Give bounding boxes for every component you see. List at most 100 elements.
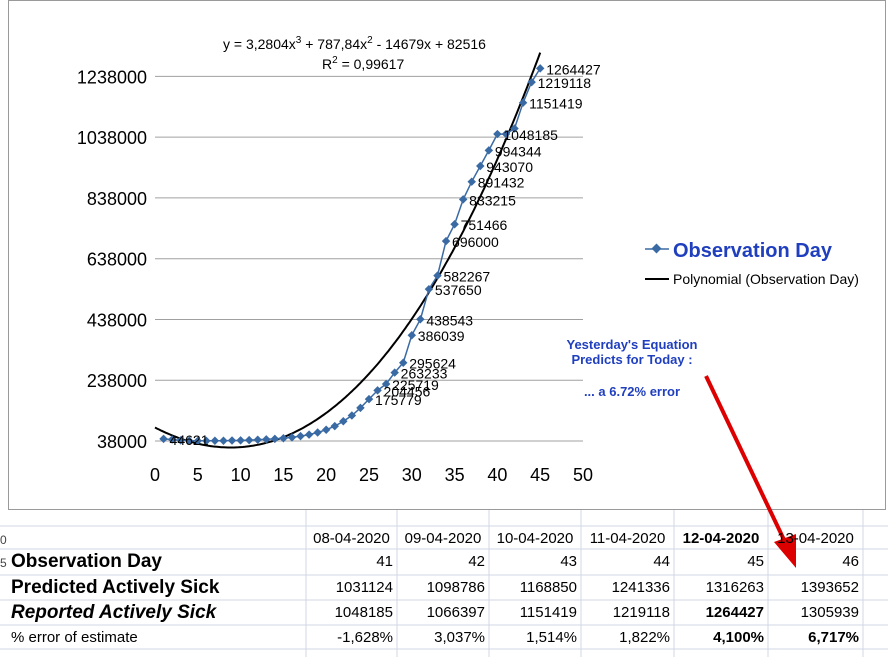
- row-marker: 5: [0, 556, 7, 570]
- table-cell[interactable]: 1098786: [426, 579, 485, 596]
- date-cell[interactable]: 12-04-2020: [682, 530, 760, 547]
- data-point: [184, 436, 194, 445]
- data-label: 891432: [478, 175, 525, 191]
- y-tick-label: 838000: [87, 189, 147, 209]
- data-point: [279, 434, 288, 443]
- data-point: [270, 434, 280, 444]
- data-point: [202, 436, 211, 446]
- data-label: 696000: [452, 234, 499, 250]
- date-cell[interactable]: 13-04-2020: [777, 530, 854, 547]
- legend: Observation Day Polynomial (Observation …: [645, 240, 859, 287]
- annotation: Yesterday's Equation Predicts for Today …: [567, 337, 698, 399]
- date-cell[interactable]: 11-04-2020: [589, 530, 666, 547]
- table-cell[interactable]: 1305939: [800, 604, 859, 621]
- data-point: [373, 386, 382, 395]
- table-row: Observation Day 41 42 43 44 45 46: [0, 549, 888, 575]
- data-label: 751466: [461, 217, 508, 233]
- y-tick-label: 438000: [87, 310, 147, 330]
- data-label: 204456: [384, 383, 431, 399]
- data-point: [339, 417, 348, 426]
- data-label: 537650: [435, 282, 482, 298]
- table-cell[interactable]: 3,037%: [434, 629, 485, 646]
- x-axis-ticks: 0 5 10 15 20 25 30 35 40 45 50: [150, 465, 593, 485]
- x-tick-label: 45: [530, 465, 550, 485]
- y-tick-label: 38000: [97, 432, 147, 452]
- table-cell[interactable]: 45: [747, 553, 764, 570]
- data-point: [313, 428, 322, 437]
- table-cell[interactable]: 42: [468, 553, 485, 570]
- r-squared: R2 = 0,99617: [322, 55, 404, 72]
- row-label[interactable]: Observation Day: [11, 551, 162, 572]
- data-label: 175779: [375, 392, 422, 408]
- data-label: 225719: [392, 377, 439, 393]
- data-label: 263233: [401, 366, 448, 382]
- data-point: [476, 161, 485, 171]
- table-cell[interactable]: 1,514%: [526, 629, 577, 646]
- row-label[interactable]: % error of estimate: [11, 629, 138, 646]
- data-point: [296, 431, 305, 441]
- data-point: [424, 284, 434, 294]
- table-cell[interactable]: 1264427: [705, 604, 764, 621]
- annotation-line1: Yesterday's Equation: [567, 337, 698, 352]
- table-cell[interactable]: 1,822%: [619, 629, 670, 646]
- table-cell[interactable]: 1168850: [519, 579, 577, 596]
- data-label: 1264427: [546, 61, 601, 77]
- data-label: 1151419: [529, 96, 583, 112]
- data-point: [441, 236, 451, 246]
- series-observation-day: [159, 64, 545, 446]
- y-tick-label: 238000: [87, 371, 147, 391]
- y-axis-ticks: 38000 238000 438000 638000 838000 1038000 1238…: [77, 67, 147, 452]
- scatter-chart: 38000 238000 438000 638000 838000 1038000 1238…: [77, 35, 859, 485]
- table-cell[interactable]: 1393652: [800, 579, 859, 596]
- date-cell[interactable]: 08-04-2020: [313, 530, 390, 547]
- table-cell[interactable]: 1031124: [335, 579, 393, 596]
- table-row: Predicted Actively Sick 1031124 1098786 …: [0, 575, 888, 601]
- table-cell[interactable]: 1151419: [519, 604, 577, 621]
- data-label: 1048185: [503, 127, 558, 143]
- data-point: [381, 379, 391, 389]
- data-point: [450, 219, 459, 229]
- data-point: [501, 129, 511, 139]
- table-cell[interactable]: 1048185: [334, 604, 393, 621]
- annotation-line2: Predicts for Today :: [571, 352, 692, 367]
- data-point: [510, 124, 519, 133]
- table-cell[interactable]: 41: [376, 553, 393, 570]
- data-point: [433, 271, 442, 280]
- x-tick-label: 30: [402, 465, 422, 485]
- data-point: [159, 434, 168, 444]
- data-label: 44621: [170, 432, 209, 448]
- table-cell[interactable]: 4,100%: [713, 629, 764, 646]
- table-cell[interactable]: 44: [653, 553, 670, 570]
- data-label: 295624: [409, 356, 456, 372]
- chart-area[interactable]: 38000 238000 438000 638000 838000 1038000 1238…: [8, 0, 886, 510]
- data-point: [227, 436, 237, 445]
- date-cell[interactable]: 10-04-2020: [496, 530, 574, 547]
- row-label[interactable]: Reported Actively Sick: [11, 602, 217, 623]
- legend-marker-icon: [651, 243, 662, 254]
- data-point: [210, 436, 220, 446]
- table-cell[interactable]: 46: [842, 553, 859, 570]
- table-cell[interactable]: 1219118: [612, 604, 670, 621]
- row-marker: 0: [0, 533, 7, 547]
- row-label[interactable]: Predicted Actively Sick: [11, 577, 220, 598]
- data-point: [398, 358, 408, 367]
- table-cell[interactable]: 1316263: [705, 579, 764, 596]
- table-cell[interactable]: 6,717%: [808, 629, 859, 646]
- polynomial-trendline: [154, 52, 542, 449]
- table-cell[interactable]: -1,628%: [337, 629, 393, 646]
- data-point: [176, 436, 185, 445]
- x-tick-label: 10: [231, 465, 251, 485]
- data-point: [484, 146, 494, 155]
- data-label: 1219118: [538, 75, 592, 91]
- y-tick-label: 1238000: [77, 67, 147, 87]
- table-cell[interactable]: 1241336: [611, 579, 670, 596]
- data-point: [219, 436, 228, 445]
- data-point: [407, 331, 417, 340]
- date-cell[interactable]: 09-04-2020: [404, 530, 482, 547]
- x-tick-label: 35: [445, 465, 465, 485]
- data-point: [493, 129, 502, 139]
- x-tick-label: 25: [359, 465, 379, 485]
- table-cell[interactable]: 1066397: [426, 604, 485, 621]
- legend-polynomial: Polynomial (Observation Day): [673, 271, 859, 287]
- table-cell[interactable]: 43: [560, 553, 577, 570]
